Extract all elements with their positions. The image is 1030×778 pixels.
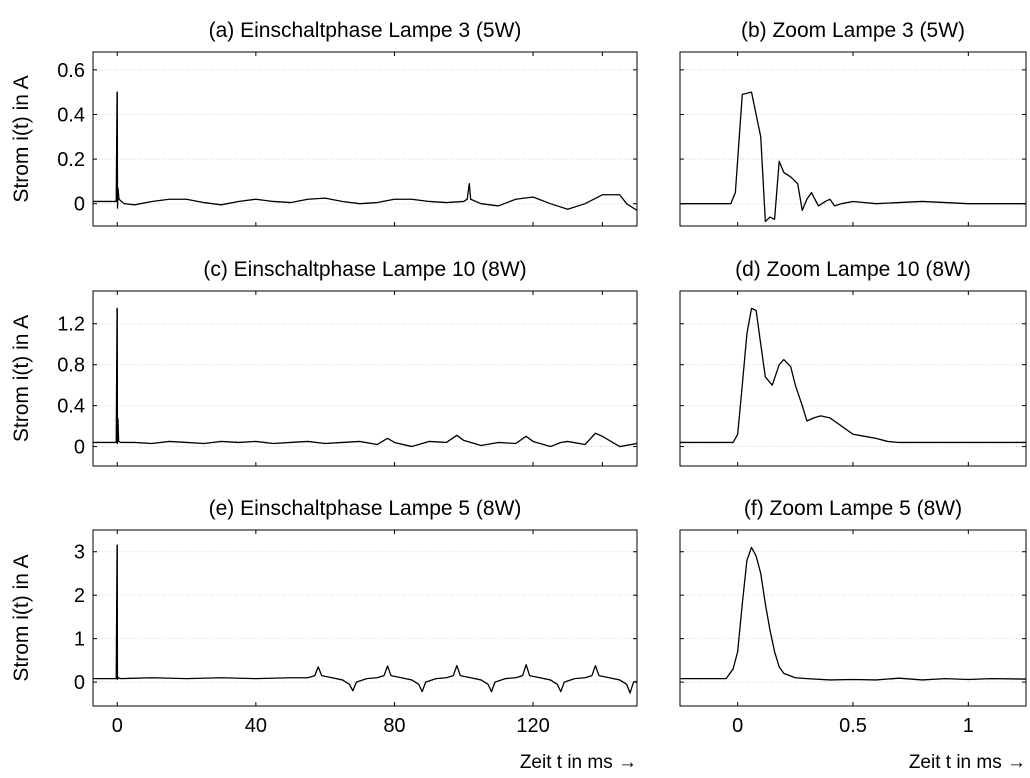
series-line (93, 544, 637, 694)
y-tick-label: 3 (74, 542, 85, 564)
panel-d: (d) Zoom Lampe 10 (8W) (679, 258, 1027, 467)
x-tick-label: 0 (732, 715, 743, 737)
y-axis-label: Strom i(t) in A (10, 315, 33, 442)
panel-e: 0 40 80 120 0 1 2 3 (e) Einschaltphase Lampe 5 (… (10, 497, 638, 773)
panel-b: (b) Zoom Lampe 3 (5W) (679, 19, 1027, 227)
x-axis-label: Zeit t in ms → (909, 752, 1026, 773)
panel-c: 0 0.4 0.8 1.2 (c) Einschaltphase Lampe 10 (8… (10, 258, 638, 467)
y-tick-label: 0.4 (57, 396, 85, 418)
y-tick-label: 2 (74, 585, 85, 607)
y-tick-label: 0 (74, 437, 85, 459)
y-tick-label: 0.8 (57, 355, 85, 377)
y-tick-label: 0.4 (57, 104, 85, 126)
series-line (680, 91, 1026, 223)
axes-box (92, 529, 638, 707)
axes-box (679, 290, 1027, 467)
panel-title: (e) Einschaltphase Lampe 5 (8W) (209, 497, 522, 520)
panel-title: (d) Zoom Lampe 10 (8W) (735, 258, 971, 281)
series-line (680, 307, 1026, 444)
series-line (93, 91, 637, 211)
panel-title: (c) Einschaltphase Lampe 10 (8W) (203, 258, 526, 281)
x-tick-label: 120 (516, 715, 549, 737)
series-line (93, 307, 637, 448)
panel-a: 0 0.2 0.4 0.6 (a) Einschaltphase Lampe 3 (5W… (10, 19, 638, 227)
x-tick-label: 0 (112, 715, 123, 737)
panel-title: (a) Einschaltphase Lampe 3 (5W) (209, 19, 522, 42)
y-tick-label: 0 (74, 672, 85, 694)
panel-title: (b) Zoom Lampe 3 (5W) (741, 19, 965, 42)
x-axis-label: Zeit t in ms → (520, 752, 637, 773)
y-axis-label: Strom i(t) in A (10, 554, 33, 681)
panel-title: (f) Zoom Lampe 5 (8W) (744, 497, 962, 520)
x-tick-label: 1 (963, 715, 974, 737)
y-tick-label: 0 (74, 194, 85, 216)
x-tick-label: 80 (383, 715, 405, 737)
y-tick-label: 1.2 (57, 314, 85, 336)
y-tick-label: 1 (74, 629, 85, 651)
y-tick-label: 0.6 (57, 60, 85, 82)
y-axis-label: Strom i(t) in A (10, 75, 33, 202)
panel-f: 0 0.5 1 (f) Zoom Lampe 5 (8W) Zeit t in ms → (679, 497, 1027, 773)
series-line (680, 546, 1026, 681)
axes-box (92, 51, 638, 227)
x-tick-label: 40 (245, 715, 267, 737)
y-tick-label: 0.2 (57, 149, 85, 171)
axes-box (92, 290, 638, 467)
x-tick-label: 0.5 (839, 715, 867, 737)
